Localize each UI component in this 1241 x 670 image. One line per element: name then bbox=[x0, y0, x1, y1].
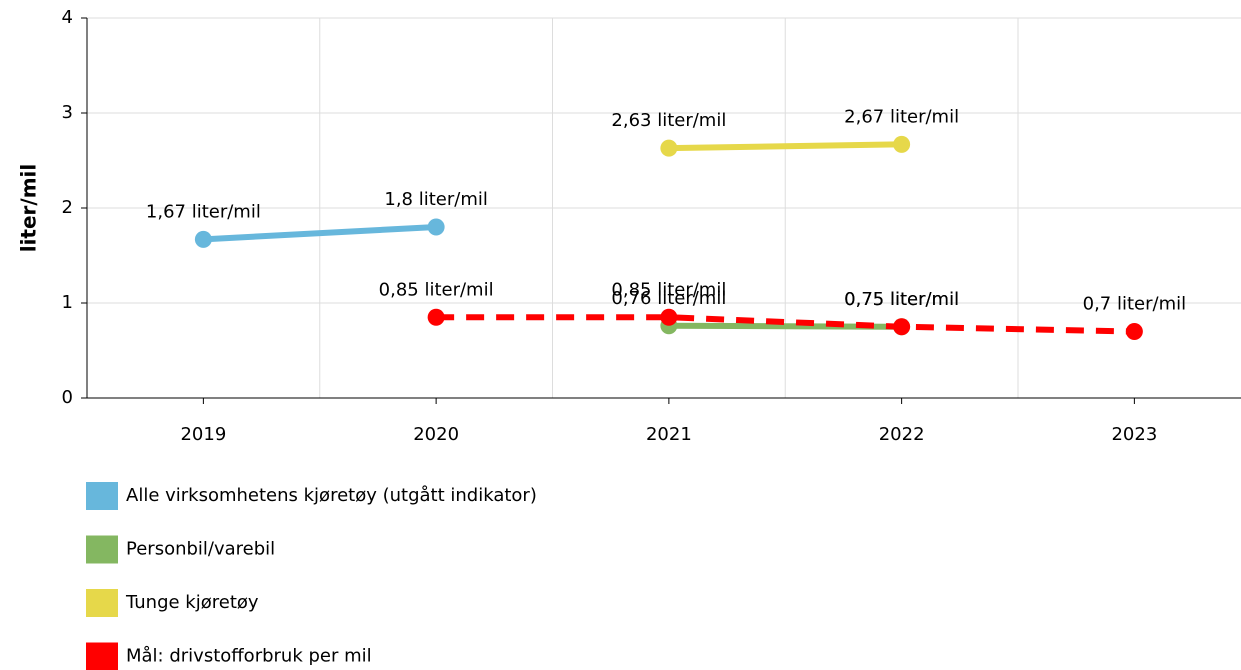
y-tick-label: 3 bbox=[62, 102, 73, 123]
legend-swatch bbox=[86, 642, 118, 670]
legend-swatch bbox=[86, 535, 118, 564]
y-axis-label: liter/mil bbox=[17, 164, 41, 253]
series-line bbox=[436, 314, 1135, 335]
point bbox=[427, 218, 445, 236]
x-tick-label: 2019 bbox=[180, 424, 226, 445]
value-label: 0,7 liter/mil bbox=[1083, 294, 1186, 315]
x-tick-label: 2020 bbox=[413, 424, 459, 445]
value-label: 0,76 liter/mil bbox=[611, 288, 726, 309]
value-label: 2,67 liter/mil bbox=[844, 106, 959, 127]
y-tick-label: 0 bbox=[62, 387, 73, 408]
legend-swatch bbox=[86, 482, 118, 510]
point bbox=[893, 135, 911, 153]
value-label: 1,8 liter/mil bbox=[384, 189, 487, 210]
point bbox=[660, 139, 678, 157]
point bbox=[893, 318, 911, 336]
value-label: 1,67 liter/mil bbox=[146, 201, 261, 222]
legend-label: Tunge kjøretøy bbox=[125, 592, 259, 613]
legend-swatch bbox=[86, 589, 118, 617]
series-line bbox=[668, 141, 902, 152]
value-label: 0,75 liter/mil bbox=[844, 289, 959, 310]
value-label: 0,75 liter/mil bbox=[844, 289, 959, 310]
x-tick-label: 2022 bbox=[879, 424, 925, 445]
x-tick-label: 2023 bbox=[1111, 424, 1157, 445]
legend-label: Mål: drivstofforbruk per mil bbox=[126, 646, 372, 667]
value-label: 0,85 liter/mil bbox=[611, 279, 726, 300]
x-tick-label: 2021 bbox=[646, 424, 692, 445]
legend-label: Personbil/varebil bbox=[126, 539, 275, 560]
y-tick-label: 1 bbox=[62, 292, 73, 313]
point bbox=[660, 308, 678, 326]
point bbox=[427, 308, 445, 326]
legend-label: Alle virksomhetens kjøretøy (utgått indi… bbox=[126, 485, 537, 506]
point bbox=[194, 230, 212, 248]
value-label: 2,63 liter/mil bbox=[611, 110, 726, 131]
y-tick-label: 2 bbox=[62, 197, 73, 218]
series-line bbox=[203, 224, 437, 243]
value-label: 0,85 liter/mil bbox=[379, 279, 494, 300]
point bbox=[1125, 323, 1143, 340]
y-tick-label: 4 bbox=[62, 7, 73, 28]
